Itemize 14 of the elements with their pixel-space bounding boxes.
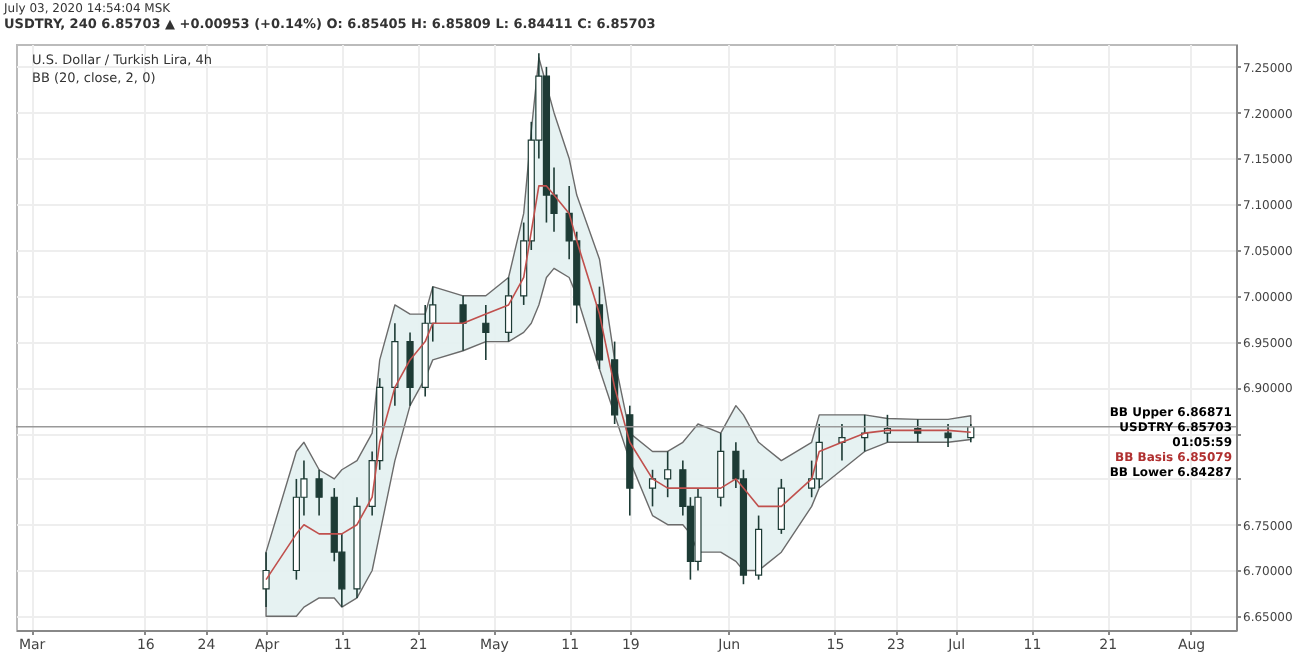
candlestick — [648, 468, 657, 508]
candlestick — [459, 295, 467, 352]
candlestick — [406, 331, 414, 407]
candlestick — [838, 423, 846, 462]
candlestick — [504, 276, 513, 343]
candlestick — [944, 423, 952, 448]
candlestick — [391, 322, 399, 407]
candlestick — [262, 551, 270, 608]
candlestick — [482, 304, 490, 361]
candlestick — [315, 468, 323, 517]
candlestick — [755, 514, 763, 581]
candlestick — [717, 432, 725, 508]
candlestick — [664, 450, 672, 499]
candlestick — [777, 478, 785, 535]
